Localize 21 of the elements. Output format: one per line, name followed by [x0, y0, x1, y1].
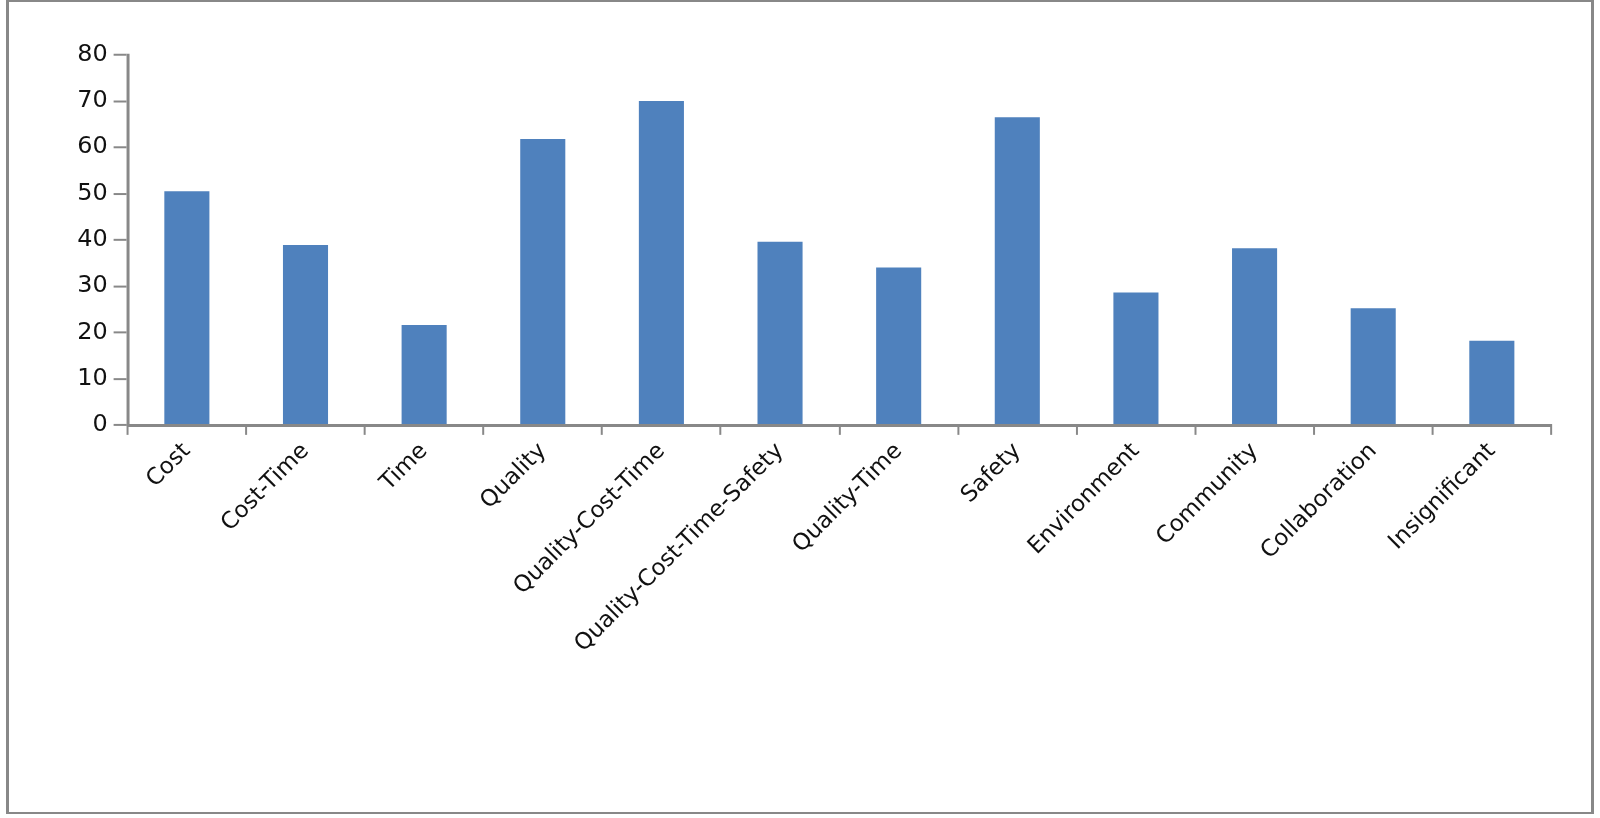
y-tick-label: 60	[77, 131, 108, 160]
bar	[164, 191, 210, 424]
y-tick-label: 20	[77, 316, 108, 345]
y-tick-label: 70	[77, 85, 108, 114]
bar	[876, 267, 922, 424]
bar	[1232, 248, 1278, 424]
y-tick-label: 30	[77, 270, 108, 299]
bar	[401, 324, 447, 424]
bar	[282, 244, 329, 424]
bar	[994, 117, 1040, 424]
bar	[1113, 292, 1159, 424]
bar	[520, 138, 566, 424]
y-tick-label: 10	[77, 362, 108, 391]
bar	[1469, 340, 1515, 424]
bar	[757, 241, 803, 424]
y-tick-label: 0	[92, 409, 108, 438]
y-tick-label: 80	[77, 38, 108, 67]
y-tick-label: 50	[77, 177, 108, 206]
bar	[638, 101, 684, 424]
bar	[1350, 308, 1396, 424]
y-tick-label: 40	[77, 224, 108, 253]
